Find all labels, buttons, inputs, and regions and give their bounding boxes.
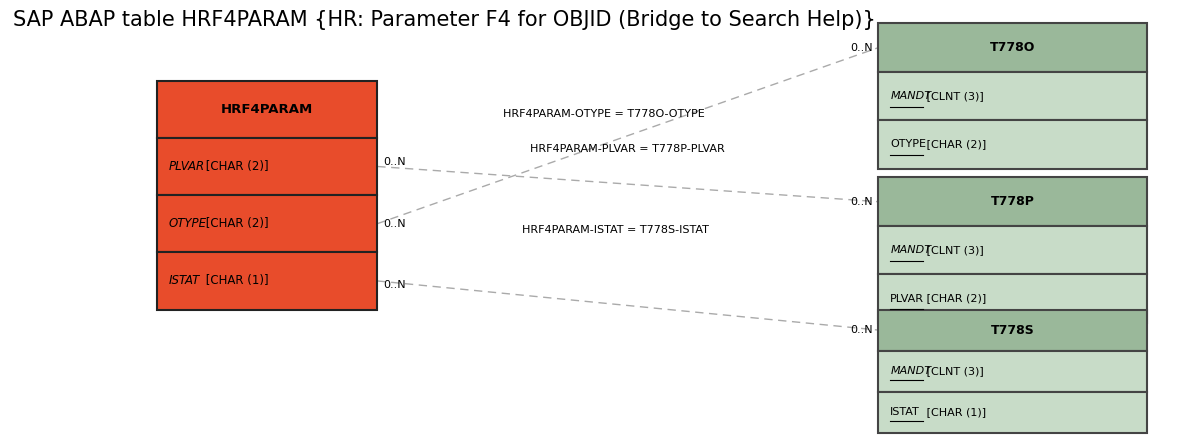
Text: [CHAR (2)]: [CHAR (2)] xyxy=(202,160,269,173)
Text: 0..N: 0..N xyxy=(850,43,872,53)
Text: T778O: T778O xyxy=(990,41,1036,54)
FancyBboxPatch shape xyxy=(157,81,377,138)
Text: HRF4PARAM-PLVAR = T778P-PLVAR: HRF4PARAM-PLVAR = T778P-PLVAR xyxy=(531,144,725,154)
Text: 0..N: 0..N xyxy=(383,219,405,229)
FancyBboxPatch shape xyxy=(878,23,1147,72)
Text: [CHAR (2)]: [CHAR (2)] xyxy=(202,217,269,230)
Text: MANDT: MANDT xyxy=(890,366,932,376)
Text: [CLNT (3)]: [CLNT (3)] xyxy=(922,91,983,101)
Text: 0..N: 0..N xyxy=(850,197,872,207)
FancyBboxPatch shape xyxy=(878,350,1147,392)
Text: PLVAR: PLVAR xyxy=(890,294,925,303)
Text: ISTAT: ISTAT xyxy=(169,274,200,288)
FancyBboxPatch shape xyxy=(878,226,1147,274)
Text: [CHAR (2)]: [CHAR (2)] xyxy=(922,140,986,149)
Text: T778S: T778S xyxy=(990,323,1035,337)
FancyBboxPatch shape xyxy=(878,392,1147,433)
Text: [CHAR (2)]: [CHAR (2)] xyxy=(922,294,986,303)
Text: [CLNT (3)]: [CLNT (3)] xyxy=(922,245,983,255)
Text: OTYPE: OTYPE xyxy=(890,140,927,149)
Text: HRF4PARAM: HRF4PARAM xyxy=(221,103,313,116)
Text: [CHAR (1)]: [CHAR (1)] xyxy=(202,274,269,288)
Text: ISTAT: ISTAT xyxy=(890,407,920,417)
Text: HRF4PARAM-ISTAT = T778S-ISTAT: HRF4PARAM-ISTAT = T778S-ISTAT xyxy=(523,225,709,235)
Text: [CLNT (3)]: [CLNT (3)] xyxy=(922,366,983,376)
FancyBboxPatch shape xyxy=(878,120,1147,169)
FancyBboxPatch shape xyxy=(157,253,377,310)
FancyBboxPatch shape xyxy=(157,138,377,195)
Text: T778P: T778P xyxy=(990,195,1035,208)
Text: PLVAR: PLVAR xyxy=(169,160,205,173)
FancyBboxPatch shape xyxy=(878,310,1147,350)
Text: OTYPE: OTYPE xyxy=(169,217,207,230)
Text: 0..N: 0..N xyxy=(850,325,872,335)
Text: MANDT: MANDT xyxy=(890,91,932,101)
Text: 0..N: 0..N xyxy=(383,157,405,167)
FancyBboxPatch shape xyxy=(878,72,1147,120)
Text: 0..N: 0..N xyxy=(383,280,405,290)
Text: [CHAR (1)]: [CHAR (1)] xyxy=(922,407,986,417)
FancyBboxPatch shape xyxy=(157,195,377,253)
Text: MANDT: MANDT xyxy=(890,245,932,255)
Text: SAP ABAP table HRF4PARAM {HR: Parameter F4 for OBJID (Bridge to Search Help)}: SAP ABAP table HRF4PARAM {HR: Parameter … xyxy=(13,10,877,30)
FancyBboxPatch shape xyxy=(878,274,1147,323)
Text: HRF4PARAM-OTYPE = T778O-OTYPE: HRF4PARAM-OTYPE = T778O-OTYPE xyxy=(504,109,704,119)
FancyBboxPatch shape xyxy=(878,178,1147,226)
